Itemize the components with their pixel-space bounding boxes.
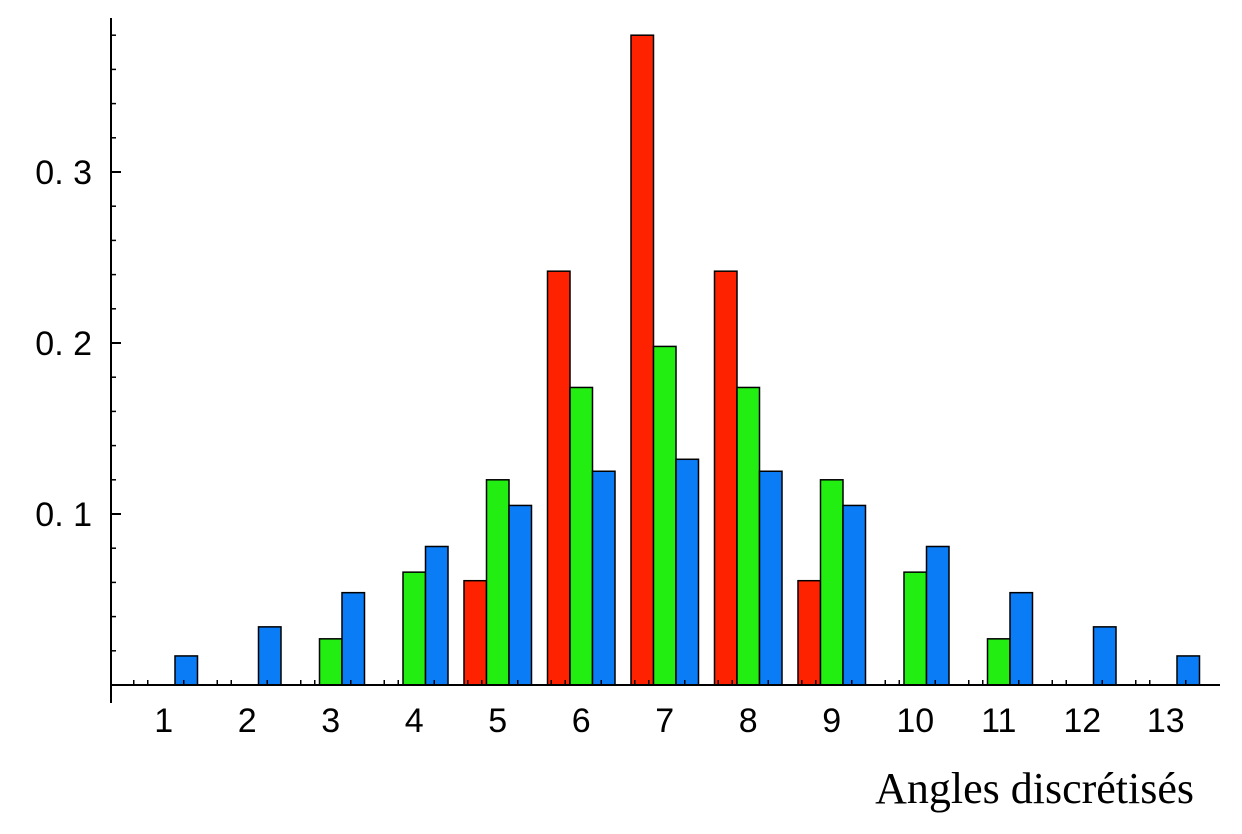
bar-s3-1 [174, 655, 199, 686]
bar-s3-10 [925, 545, 950, 686]
bar-s3-6 [591, 470, 616, 686]
bars-group [130, 34, 1201, 686]
x-axis-label: Angles discrétisés [875, 764, 1194, 813]
y-tick-label: 0. 3 [35, 154, 92, 192]
x-tick-label: 8 [739, 702, 758, 740]
bar-s1-8 [713, 270, 738, 686]
bar-s1-7 [630, 34, 655, 686]
x-tick-label: 9 [822, 702, 841, 740]
bar-s3-3 [341, 591, 366, 686]
x-tick-label: 4 [405, 702, 424, 740]
bar-s3-2 [257, 626, 282, 686]
bar-s2-10 [903, 571, 928, 686]
x-tick-label: 5 [488, 702, 507, 740]
bar-s2-3 [318, 638, 343, 686]
bar-s2-6 [569, 386, 594, 686]
bar-s3-13 [1176, 655, 1201, 686]
x-tick-label: 3 [321, 702, 340, 740]
bar-s2-7 [652, 345, 677, 686]
bar-s3-7 [675, 458, 700, 686]
bar-s3-5 [508, 504, 533, 686]
bar-s2-8 [736, 386, 761, 686]
bar-s2-4 [402, 571, 427, 686]
bar-s3-11 [1009, 591, 1034, 686]
bar-s2-11 [986, 638, 1011, 686]
bar-s2-9 [819, 479, 844, 686]
bar-s3-4 [424, 545, 449, 686]
bar-s3-12 [1092, 626, 1117, 686]
x-ticks: 1 2 3 4 5 6 7 8 9 10 11 12 13 [133, 680, 1187, 740]
y-ticks: 0. 1 0. 2 0. 3 [35, 154, 121, 534]
bar-s3-9 [842, 504, 867, 686]
y-tick-label: 0. 2 [35, 325, 92, 363]
x-tick-label: 11 [981, 702, 1016, 740]
bar-s1-6 [546, 270, 571, 686]
x-tick-label: 12 [1063, 702, 1101, 740]
y-tick-label: 0. 1 [35, 496, 92, 534]
x-tick-label: 13 [1147, 702, 1185, 740]
bar-s3-8 [758, 470, 783, 686]
x-tick-label: 6 [572, 702, 591, 740]
bar-s1-5 [463, 579, 488, 686]
x-tick-label: 2 [238, 702, 257, 740]
x-tick-label: 10 [896, 702, 934, 740]
bar-s2-5 [485, 479, 510, 686]
bar-s1-9 [797, 579, 822, 686]
x-tick-label: 1 [154, 702, 173, 740]
x-tick-label: 7 [655, 702, 674, 740]
